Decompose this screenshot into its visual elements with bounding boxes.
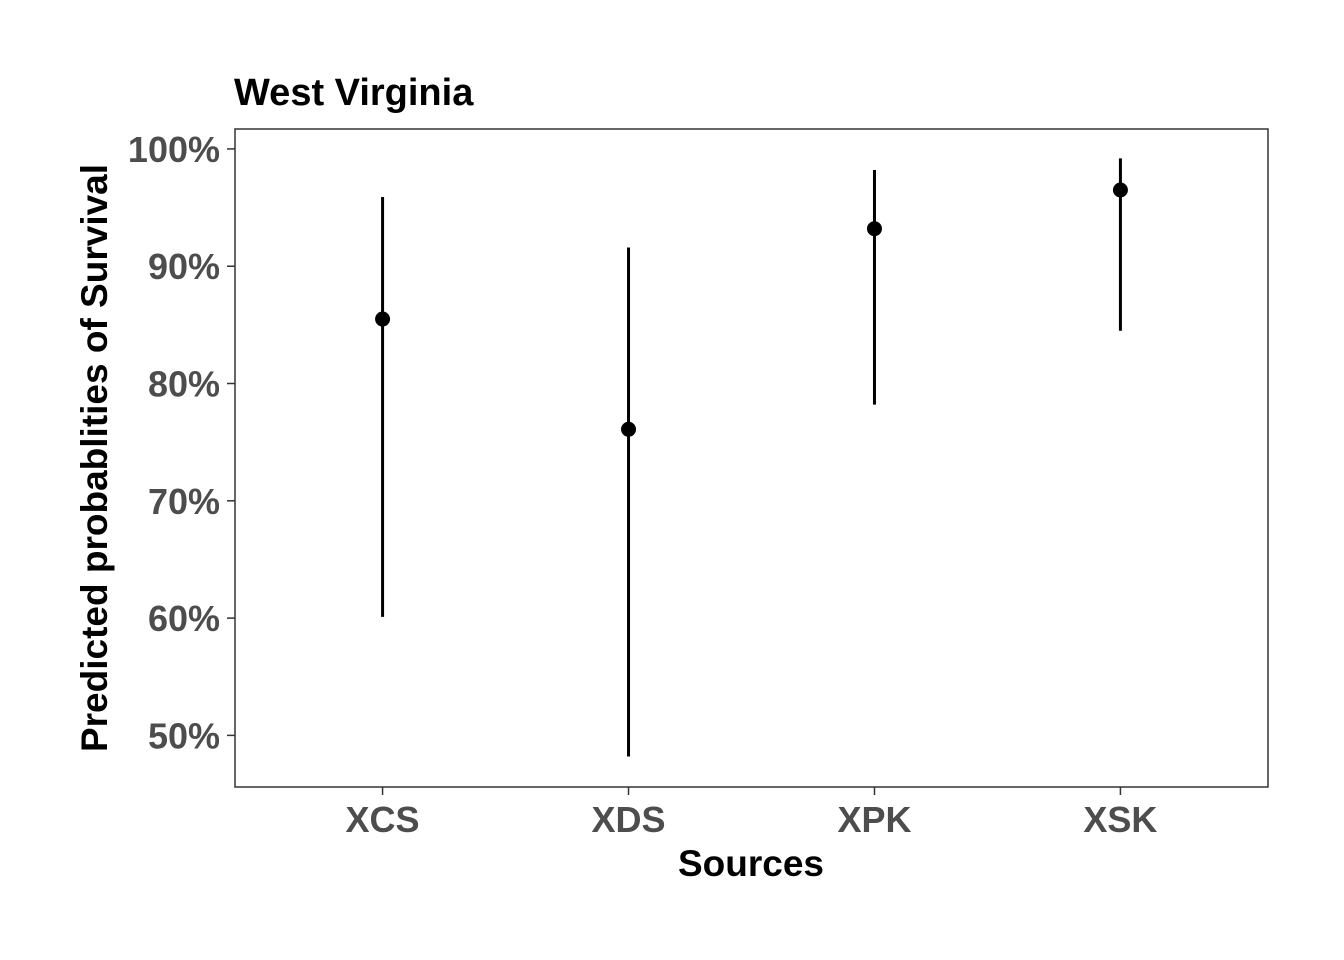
data-point <box>866 221 882 237</box>
x-tick-label: XDS <box>592 799 666 840</box>
data-marks <box>375 158 1128 757</box>
x-tick-label: XPK <box>837 799 911 840</box>
y-tick-label: 60% <box>148 598 220 639</box>
y-axis: 50% 60% 70% 80% 90% 100% <box>128 129 235 756</box>
data-point <box>621 421 637 437</box>
chart-title: West Virginia <box>234 72 474 114</box>
y-axis-title: Predicted probablities of Survival <box>74 164 115 752</box>
data-point <box>375 311 391 327</box>
y-tick-label: 70% <box>148 481 220 522</box>
data-point <box>1112 182 1128 198</box>
x-axis: XCS XDS XPK XSK <box>346 787 1157 840</box>
y-tick-label: 50% <box>148 715 220 756</box>
y-tick-label: 100% <box>128 129 220 170</box>
plot-panel <box>234 128 1269 788</box>
y-tick-label: 90% <box>148 246 220 287</box>
x-tick-label: XCS <box>346 799 420 840</box>
x-axis-title: Sources <box>678 843 824 884</box>
x-tick-label: XSK <box>1083 799 1157 840</box>
y-tick-label: 80% <box>148 364 220 405</box>
